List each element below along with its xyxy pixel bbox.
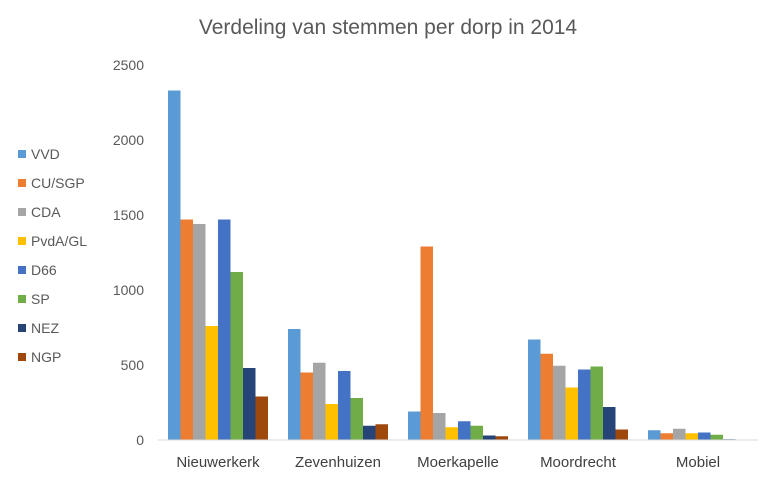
bars — [168, 90, 736, 440]
x-tick-label: Zevenhuizen — [295, 454, 381, 471]
bar-cu-sgp-zevenhuizen — [300, 372, 313, 440]
bar-sp-moordrecht — [590, 366, 603, 440]
chart-title: Verdeling van stemmen per dorp in 2014 — [199, 16, 578, 39]
bar-cda-moerkapelle — [433, 413, 446, 440]
y-tick-label: 1000 — [113, 282, 144, 298]
legend: VVD CU/SGP CDA PvdA/GL D66 SP NEZ NGP — [18, 146, 87, 365]
bar-sp-zevenhuizen — [350, 398, 363, 440]
legend-swatch — [18, 353, 26, 361]
legend-swatch — [18, 266, 26, 274]
y-tick-label: 500 — [121, 357, 145, 373]
legend-label: NEZ — [31, 320, 59, 336]
bar-nez-nieuwerkerk — [243, 368, 256, 440]
bar-pvda-gl-mobiel — [685, 433, 698, 440]
legend-item: NEZ — [18, 320, 59, 336]
legend-label: CDA — [31, 204, 61, 220]
legend-swatch — [18, 150, 26, 158]
legend-item: VVD — [18, 146, 60, 162]
y-tick-label: 2500 — [113, 57, 144, 73]
bar-d66-zevenhuizen — [338, 371, 351, 440]
x-tick-label: Mobiel — [676, 454, 720, 471]
bar-d66-moordrecht — [578, 369, 591, 440]
legend-swatch — [18, 237, 26, 245]
x-tick-label: Nieuwerkerk — [176, 454, 260, 471]
y-tick-label: 2000 — [113, 132, 144, 148]
bar-cda-nieuwerkerk — [193, 224, 206, 440]
bar-ngp-nieuwerkerk — [255, 396, 268, 440]
bar-ngp-moordrecht — [615, 429, 628, 440]
bar-d66-moerkapelle — [458, 421, 471, 440]
bar-cu-sgp-nieuwerkerk — [180, 219, 193, 440]
legend-swatch — [18, 324, 26, 332]
y-tick-label: 0 — [136, 432, 144, 448]
legend-label: PvdA/GL — [31, 233, 87, 249]
legend-swatch — [18, 295, 26, 303]
legend-label: CU/SGP — [31, 175, 85, 191]
bar-cu-sgp-moerkapelle — [420, 246, 433, 440]
bar-sp-mobiel — [710, 434, 723, 440]
legend-item: D66 — [18, 262, 57, 278]
bar-vvd-moerkapelle — [408, 411, 421, 440]
legend-label: D66 — [31, 262, 57, 278]
bar-nez-moerkapelle — [483, 435, 496, 440]
legend-label: NGP — [31, 349, 61, 365]
x-axis: Nieuwerkerk Zevenhuizen Moerkapelle Moordre… — [176, 454, 720, 471]
bar-vvd-zevenhuizen — [288, 329, 301, 440]
bar-d66-mobiel — [698, 432, 711, 440]
legend-item: CDA — [18, 204, 61, 220]
x-tick-label: Moordrecht — [540, 454, 617, 471]
bar-cda-moordrecht — [553, 365, 566, 440]
bar-vvd-mobiel — [648, 430, 661, 440]
category-group-moerkapelle — [408, 246, 508, 440]
bar-ngp-zevenhuizen — [375, 424, 388, 440]
bar-pvda-gl-zevenhuizen — [325, 404, 338, 440]
legend-swatch — [18, 179, 26, 187]
legend-item: CU/SGP — [18, 175, 85, 191]
bar-sp-nieuwerkerk — [230, 272, 243, 440]
legend-swatch — [18, 208, 26, 216]
bar-pvda-gl-moordrecht — [565, 387, 578, 440]
bar-ngp-moerkapelle — [495, 436, 508, 440]
legend-label: VVD — [31, 146, 60, 162]
category-group-mobiel — [648, 428, 736, 440]
y-tick-label: 1500 — [113, 207, 144, 223]
category-group-nieuwerkerk — [168, 90, 268, 440]
bar-sp-moerkapelle — [470, 425, 483, 440]
category-group-moordrecht — [528, 339, 628, 440]
bar-pvda-gl-nieuwerkerk — [205, 326, 218, 440]
bar-nez-zevenhuizen — [363, 425, 376, 440]
bar-d66-nieuwerkerk — [218, 219, 231, 440]
bar-vvd-moordrecht — [528, 339, 541, 440]
bar-cda-mobiel — [673, 428, 686, 440]
bar-vvd-nieuwerkerk — [168, 90, 181, 440]
legend-item: SP — [18, 291, 50, 307]
bar-pvda-gl-moerkapelle — [445, 427, 458, 440]
x-tick-label: Moerkapelle — [417, 454, 499, 471]
bar-cu-sgp-moordrecht — [540, 353, 553, 440]
bar-cu-sgp-mobiel — [660, 433, 673, 440]
category-group-zevenhuizen — [288, 329, 388, 440]
legend-item: PvdA/GL — [18, 233, 87, 249]
legend-item: NGP — [18, 349, 61, 365]
bar-cda-zevenhuizen — [313, 362, 326, 440]
legend-label: SP — [31, 291, 50, 307]
bar-nez-moordrecht — [603, 407, 616, 440]
y-axis: 0 500 1000 1500 2000 2500 — [113, 57, 144, 448]
